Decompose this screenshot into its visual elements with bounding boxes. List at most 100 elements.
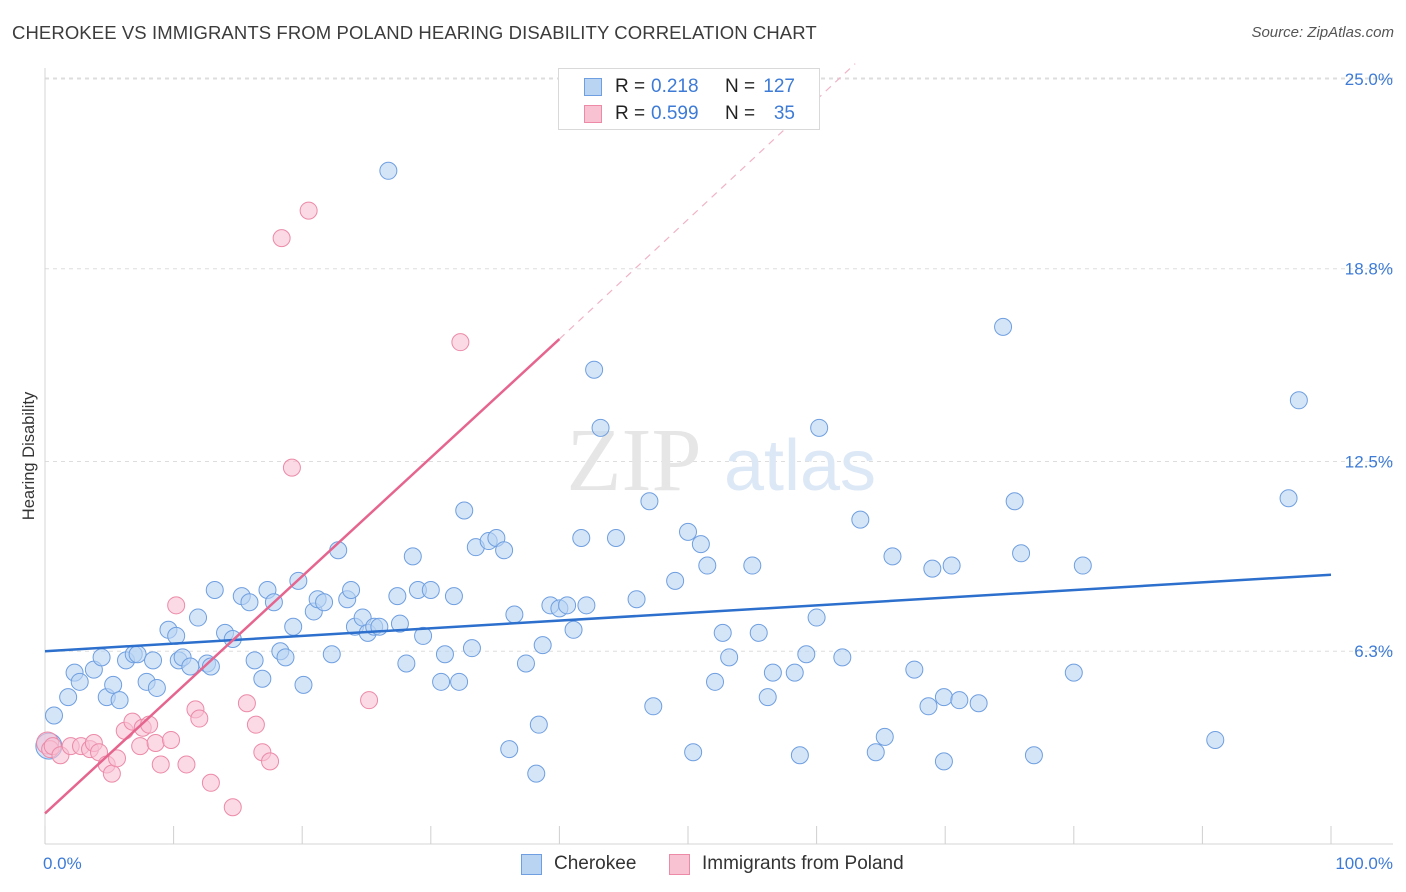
data-point-cherokee [713,623,732,642]
data-point-cherokee [342,581,361,600]
r-value: 0.218 [651,76,699,97]
data-point-cherokee [294,675,313,694]
data-point-poland [167,596,186,615]
r-label: R = [615,76,646,97]
data-point-cherokee [866,743,885,762]
n-value: 35 [773,103,795,124]
y-tick-label: 25.0% [1345,70,1393,89]
trend-line-cherokee [44,573,1332,653]
x-tick-label: 100.0% [1335,854,1393,873]
data-point-cherokee [59,688,78,707]
data-point-cherokee [558,596,577,615]
data-point-cherokee [414,626,433,645]
data-point-cherokee [585,360,604,379]
data-point-cherokee [934,688,953,707]
data-point-cherokee [720,648,739,667]
data-point-cherokee [421,581,440,600]
data-point-cherokee [205,581,224,600]
data-point-cherokee [640,492,659,511]
data-point-cherokee [397,654,416,673]
data-point-cherokee [749,623,768,642]
data-point-poland [261,752,280,771]
data-point-cherokee [763,663,782,682]
data-point-poland [108,749,127,768]
data-point-cherokee [189,608,208,627]
data-point-poland [223,798,242,817]
legend-swatch-pink [669,854,690,875]
y-tick-label: 6.3% [1354,642,1393,661]
data-point-cherokee [797,645,816,664]
data-point-cherokee [698,556,717,575]
chart-title: CHEROKEE VS IMMIGRANTS FROM POLAND HEARI… [12,22,817,43]
data-point-cherokee [577,596,596,615]
data-point-cherokee [70,672,89,691]
data-point-cherokee [1073,556,1092,575]
data-point-cherokee [684,743,703,762]
data-point-cherokee [666,571,685,590]
trend-line-poland-extension [558,63,856,340]
data-point-cherokee [505,605,524,624]
data-point-cherokee [923,559,942,578]
n-label: N = [725,103,756,124]
data-point-cherokee [455,501,474,520]
data-point-cherokee [495,541,514,560]
data-point-cherokee [743,556,762,575]
data-point-cherokee [128,645,147,664]
r-label: R = [615,103,646,124]
data-point-cherokee [1024,746,1043,765]
data-point-cherokee [500,740,519,759]
data-point-cherokee [403,547,422,566]
legend-row-cherokee: R = 0.218 N = 127 [559,74,819,100]
data-point-poland [360,691,379,710]
data-point-cherokee [322,645,341,664]
y-tick-label: 12.5% [1345,453,1393,472]
data-point-cherokee [390,614,409,633]
data-point-cherokee [758,688,777,707]
data-point-cherokee [950,691,969,710]
data-point-poland [299,201,318,220]
legend-row-poland: R = 0.599 N = 35 [559,101,819,127]
correlation-legend: R = 0.218 N = 127 R = 0.599 N = 35 [558,68,820,130]
data-point-cherokee [934,752,953,771]
data-point-cherokee [147,678,166,697]
data-point-poland [246,715,265,734]
data-point-cherokee [201,657,220,676]
source-label: Source: ZipAtlas.com [1251,24,1394,41]
y-tick-label: 18.8% [1345,260,1393,279]
data-point-cherokee [875,727,894,746]
data-point-cherokee [1005,492,1024,511]
data-point-cherokee [144,651,163,670]
data-point-poland [451,333,470,352]
data-point-cherokee [807,608,826,627]
data-point-cherokee [606,529,625,547]
data-point-poland [237,694,256,713]
data-point-cherokee [253,669,272,688]
data-point-cherokee [969,694,988,713]
data-point-poland [131,737,150,756]
data-point-cherokee [919,697,938,716]
n-label: N = [725,76,756,97]
legend-label: Immigrants from Poland [702,853,904,874]
data-point-cherokee [1064,663,1083,682]
data-point-poland [190,709,209,728]
data-point-cherokee [315,593,334,612]
data-point-cherokee [1279,489,1298,508]
data-point-cherokee [790,746,809,765]
legend-label: Cherokee [554,853,637,874]
r-value: 0.599 [651,103,699,124]
data-point-cherokee [110,691,129,710]
data-point-poland [102,764,121,783]
watermark: ZIP atlas [567,411,877,510]
watermark-zip: ZIP [567,411,702,510]
data-point-poland [162,730,181,749]
data-point-poland [146,734,165,753]
legend-swatch-blue [521,854,542,875]
data-point-poland [201,773,220,792]
data-point-cherokee [833,648,852,667]
data-point-cherokee [994,317,1013,336]
data-point-cherokee [627,590,646,609]
data-point-cherokee [1012,544,1031,563]
data-point-cherokee [444,587,463,606]
data-point-cherokee [883,547,902,566]
